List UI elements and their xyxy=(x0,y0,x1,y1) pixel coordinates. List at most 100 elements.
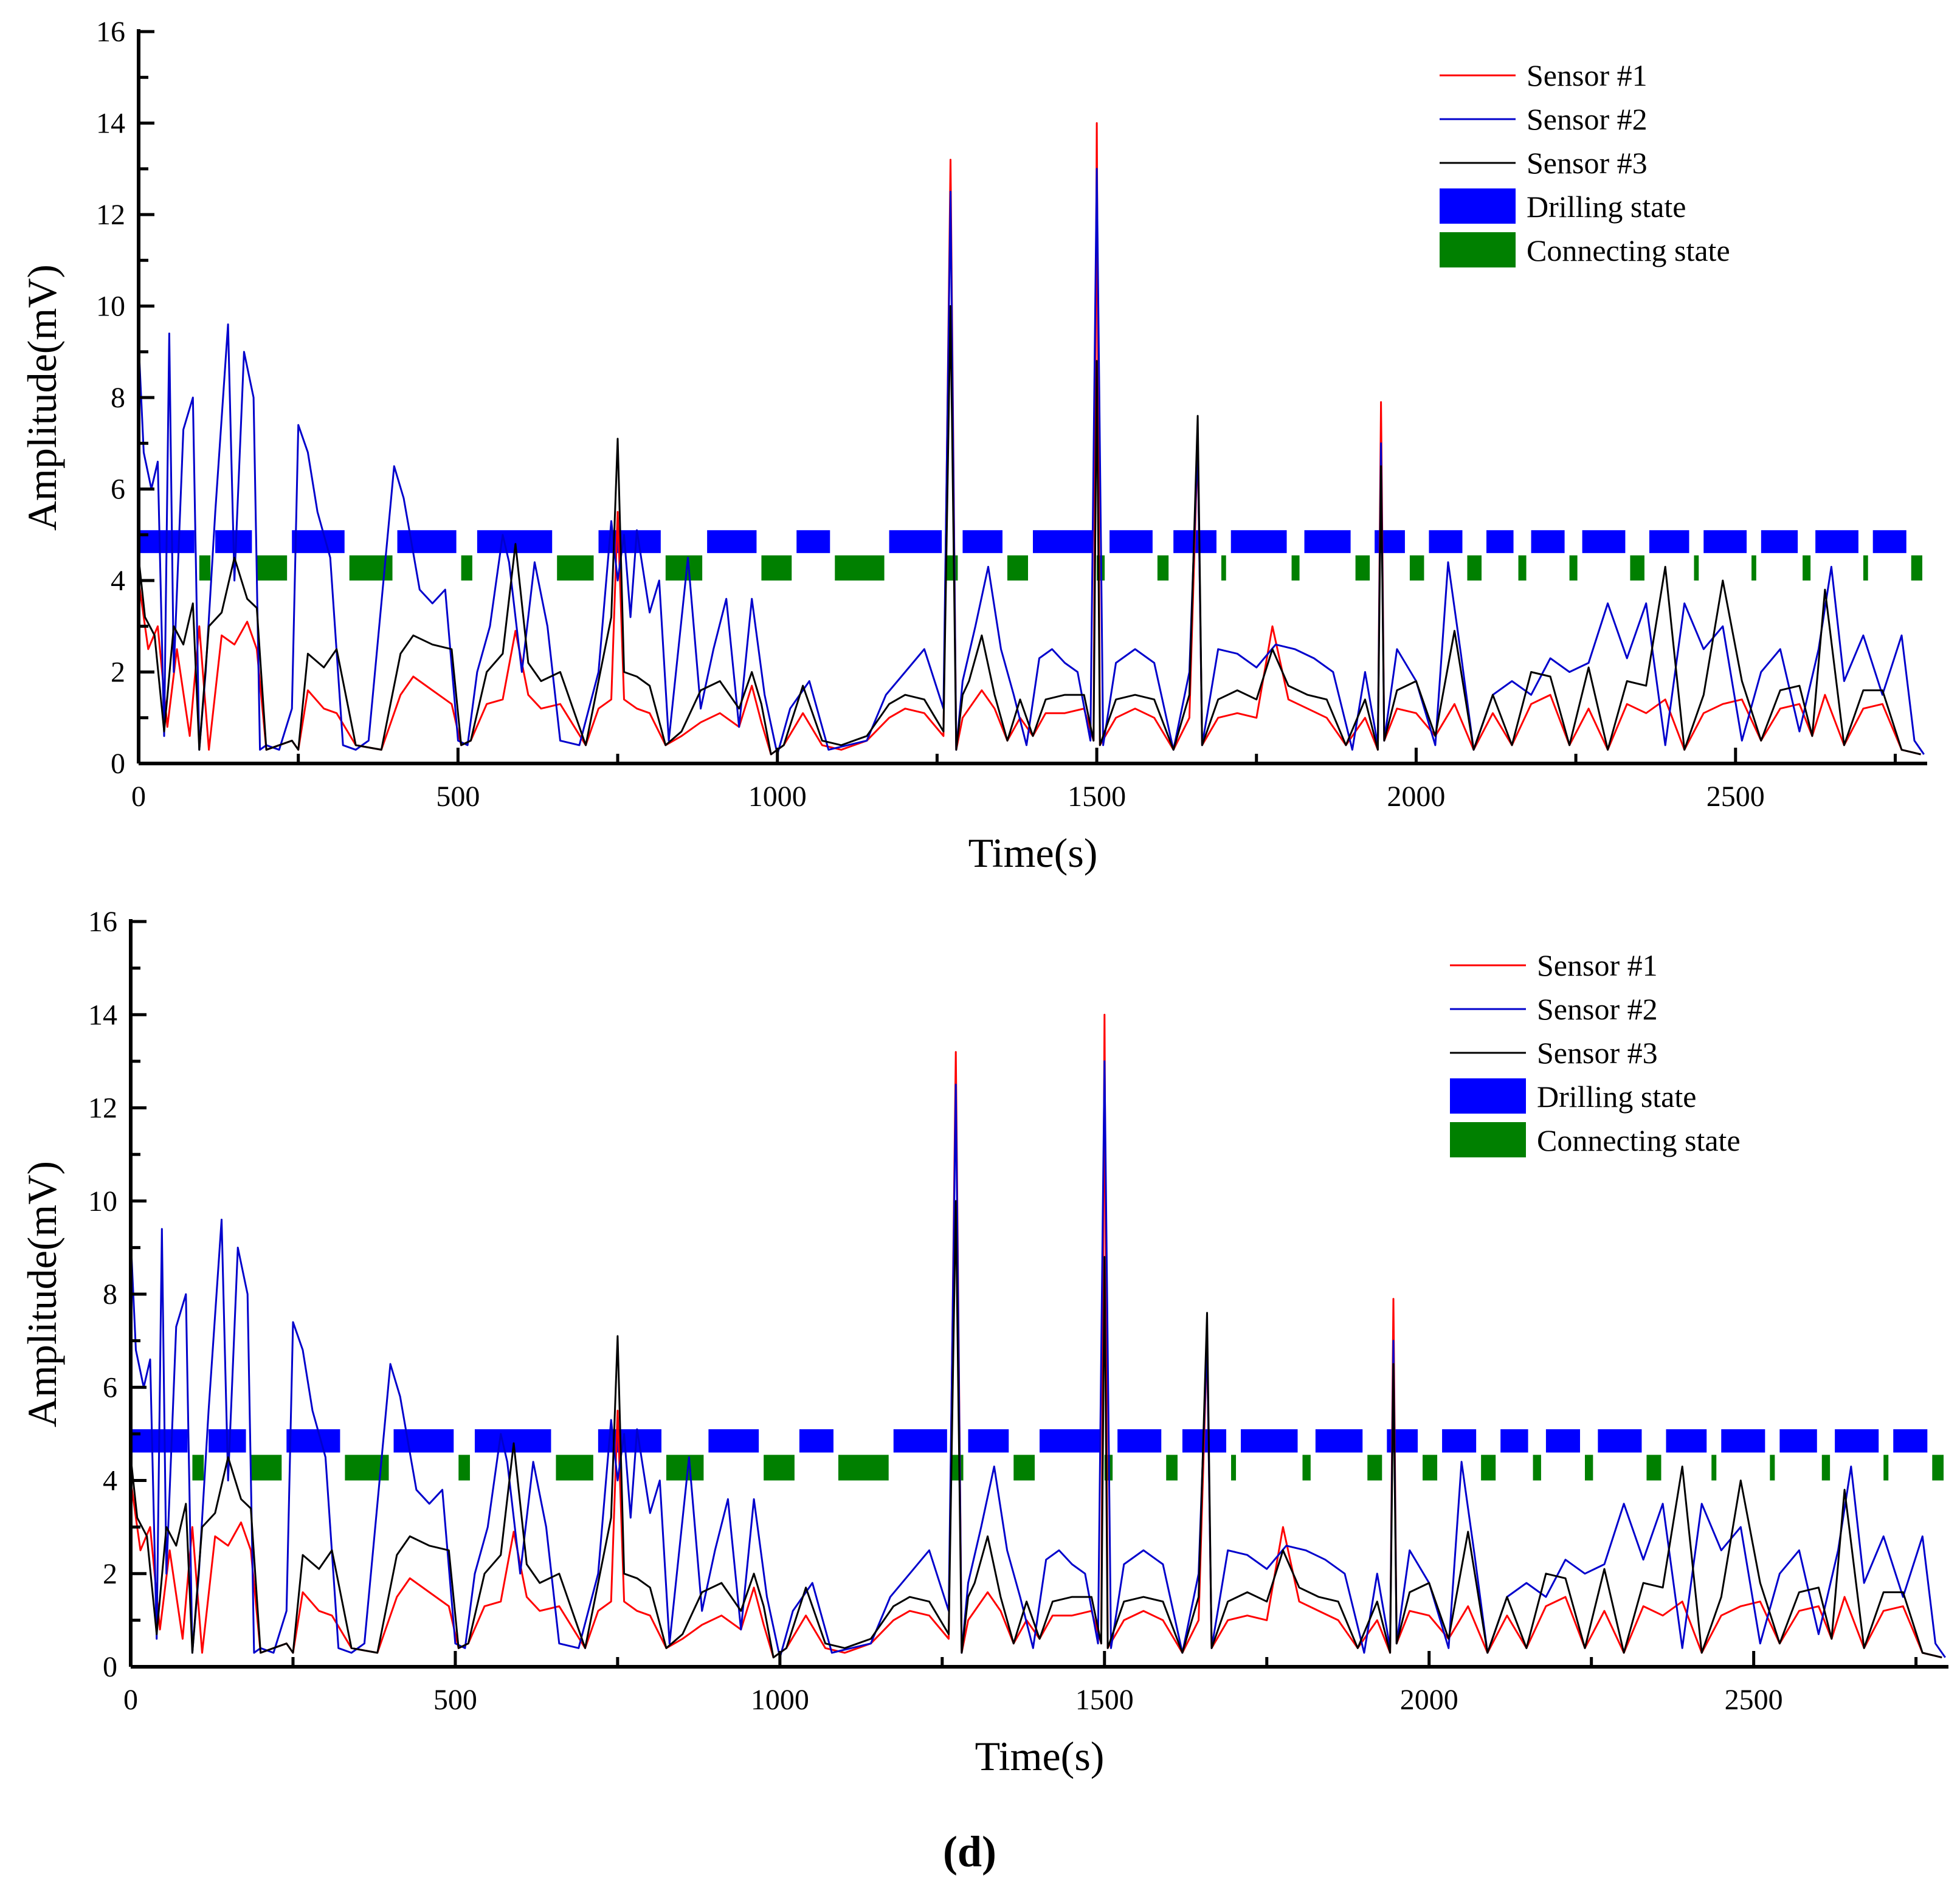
drilling-interval xyxy=(397,530,457,553)
legend-label: Sensor #2 xyxy=(1537,992,1658,1026)
legend: Sensor #1 Sensor #2 Sensor #3 Drilling stat… xyxy=(1450,948,1741,1157)
connecting-interval xyxy=(458,1455,470,1481)
connecting-interval xyxy=(835,555,885,581)
y-tick-label: 12 xyxy=(96,199,125,231)
legend-label: Connecting state xyxy=(1537,1123,1741,1157)
connecting-interval xyxy=(1585,1455,1593,1481)
chart-panel-bottom: 0 2 4 6 8 10 12 14 16 0 500 1000 1500 2000 2500 Time(s)… xyxy=(19,906,1948,1779)
drilling-interval xyxy=(1117,1429,1162,1453)
y-tick-label: 16 xyxy=(96,16,125,48)
drilling-interval xyxy=(1703,530,1747,553)
x-tick-label: 500 xyxy=(436,781,480,813)
drilling-interval xyxy=(1109,530,1153,553)
connecting-interval xyxy=(666,1455,704,1481)
legend: Sensor #1 Sensor #2 Sensor #3 Drilling stat… xyxy=(1440,58,1730,267)
connecting-interval xyxy=(1423,1455,1438,1481)
state-band-connecting-state xyxy=(192,1455,1944,1481)
legend-swatch-box xyxy=(1450,1078,1526,1114)
y-axis-title: Amplitude(mV) xyxy=(19,1161,65,1427)
connecting-interval xyxy=(951,1455,964,1481)
connecting-interval xyxy=(1770,1455,1775,1481)
drilling-interval xyxy=(962,530,1002,553)
legend-label: Drilling state xyxy=(1537,1080,1696,1114)
y-tick-label: 4 xyxy=(111,565,125,597)
connecting-interval xyxy=(557,555,594,581)
drilling-interval xyxy=(1582,530,1626,553)
connecting-interval xyxy=(1221,555,1226,581)
chart-panel-top: 0 2 4 6 8 10 12 14 16 0 500 1000 1500 2000 2500 Time(s)… xyxy=(19,16,1927,876)
state-band-drilling-state xyxy=(139,530,1907,553)
y-tick-label: 10 xyxy=(88,1185,117,1218)
connecting-interval xyxy=(1711,1455,1717,1481)
connecting-interval xyxy=(250,1455,282,1481)
y-tick-label: 0 xyxy=(111,748,125,780)
connecting-interval xyxy=(665,555,703,581)
connecting-interval xyxy=(947,555,958,581)
drilling-interval xyxy=(1486,530,1514,553)
connecting-interval xyxy=(1646,1455,1662,1481)
connecting-interval xyxy=(1231,1455,1237,1481)
connecting-interval xyxy=(764,1455,795,1481)
y-tick-label: 16 xyxy=(88,906,117,938)
connecting-interval xyxy=(461,555,472,581)
legend-swatch-box xyxy=(1450,1122,1526,1157)
x-tick-label: 2000 xyxy=(1400,1684,1458,1716)
y-tick-label: 12 xyxy=(88,1092,117,1125)
connecting-interval xyxy=(199,555,211,581)
legend-label: Sensor #1 xyxy=(1527,58,1648,92)
connecting-interval xyxy=(556,1455,593,1481)
connecting-interval xyxy=(1751,555,1756,581)
y-tick-label: 2 xyxy=(111,656,125,689)
x-tick-label: 2500 xyxy=(1725,1684,1783,1716)
connecting-interval xyxy=(1803,555,1811,581)
connecting-interval xyxy=(1932,1455,1944,1481)
x-tick-label: 2000 xyxy=(1387,781,1445,813)
connecting-interval xyxy=(1821,1455,1831,1481)
legend-swatch-box xyxy=(1440,188,1516,224)
drilling-interval xyxy=(1315,1429,1363,1453)
connecting-interval xyxy=(192,1455,204,1481)
connecting-interval xyxy=(1302,1455,1311,1481)
series-line-sensor-2 xyxy=(129,1060,1946,1659)
drilling-interval xyxy=(968,1429,1009,1453)
drilling-interval xyxy=(1230,530,1287,553)
connecting-interval xyxy=(1481,1455,1496,1481)
legend-label: Sensor #3 xyxy=(1537,1036,1658,1070)
x-tick-label: 500 xyxy=(433,1684,477,1716)
legend-label: Sensor #3 xyxy=(1527,146,1648,180)
x-axis-title: Time(s) xyxy=(975,1733,1105,1779)
drilling-interval xyxy=(893,1429,947,1453)
drilling-interval xyxy=(1040,1429,1100,1453)
x-tick-label: 0 xyxy=(131,781,146,813)
drilling-interval xyxy=(1815,530,1858,553)
legend-label: Sensor #2 xyxy=(1527,102,1648,136)
connecting-interval xyxy=(1409,555,1424,581)
connecting-interval xyxy=(761,555,792,581)
connecting-interval xyxy=(1291,555,1300,581)
x-tick-label: 2500 xyxy=(1706,781,1765,813)
figure-caption: (d) xyxy=(943,1827,996,1876)
legend-label: Connecting state xyxy=(1527,233,1730,267)
drilling-interval xyxy=(799,1429,833,1453)
connecting-interval xyxy=(1157,555,1169,581)
drilling-interval xyxy=(889,530,942,553)
series-line-sensor-3 xyxy=(137,305,1921,756)
legend-swatch-box xyxy=(1440,232,1516,267)
y-tick-label: 14 xyxy=(88,999,117,1031)
y-axis-title: Amplitude(mV) xyxy=(19,264,65,531)
y-tick-label: 6 xyxy=(103,1371,117,1404)
series-line-sensor-2 xyxy=(137,168,1925,756)
drilling-interval xyxy=(1598,1429,1642,1453)
connecting-interval xyxy=(1467,555,1482,581)
x-tick-label: 0 xyxy=(123,1684,138,1716)
drilling-interval xyxy=(1531,530,1565,553)
y-tick-label: 8 xyxy=(111,382,125,414)
drilling-interval xyxy=(1429,530,1463,553)
connecting-interval xyxy=(1883,1455,1889,1481)
drilling-interval xyxy=(1893,1429,1928,1453)
drilling-interval xyxy=(1033,530,1092,553)
series-line-sensor-3 xyxy=(129,1200,1942,1659)
connecting-interval xyxy=(838,1455,889,1481)
